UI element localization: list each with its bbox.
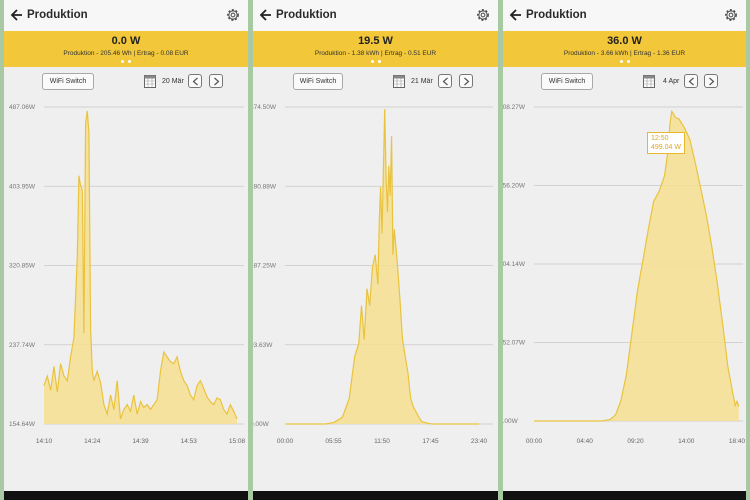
x-tick-label: 04:40 — [577, 438, 594, 445]
tooltip-time: 12:50 — [651, 135, 669, 142]
chevron-left-icon — [442, 77, 448, 86]
x-tick-label: 14:10 — [36, 438, 53, 445]
wifi-switch-button[interactable]: WiFi Switch — [42, 73, 94, 90]
x-tick-label: 14:53 — [181, 438, 198, 445]
calendar-icon[interactable] — [393, 74, 405, 88]
summary-band: 0.0 W Produktion - 205.46 Wh | Ertrag - … — [4, 31, 248, 67]
x-tick-label: 23:40 — [471, 438, 488, 445]
x-tick-label: 14:24 — [84, 438, 101, 445]
wifi-switch-button[interactable]: WiFi Switch — [293, 73, 343, 90]
previous-day-button[interactable] — [188, 74, 202, 88]
system-nav-bar — [253, 491, 498, 500]
y-tick-label: 0.00W — [253, 421, 270, 428]
screen-day-2: Produktion 19.5 W Produktion - 1.38 kWh … — [253, 0, 498, 500]
y-tick-label: 403.95W — [9, 183, 36, 190]
y-tick-label: 93.63W — [253, 342, 273, 349]
x-tick-label: 00:00 — [277, 438, 294, 445]
y-tick-label: 320.85W — [9, 263, 36, 270]
page-indicator — [253, 60, 498, 64]
x-tick-label: 09:20 — [627, 438, 644, 445]
gear-icon[interactable] — [722, 6, 740, 24]
page-title: Produktion — [526, 9, 587, 21]
power-chart: 487.06W 403.95W 320.85W 237.74W 154.64W 14:10… — [9, 104, 246, 445]
summary-band: 19.5 W Produktion - 1.38 kWh | Ertrag - … — [253, 31, 498, 67]
page-title: Produktion — [27, 9, 88, 21]
date-label: 4 Apr — [663, 78, 680, 85]
previous-day-button[interactable] — [438, 74, 452, 88]
x-tick-label: 11:50 — [374, 438, 390, 445]
wifi-switch-button[interactable]: WiFi Switch — [541, 73, 593, 90]
y-tick-label: 187.25W — [253, 263, 277, 270]
production-summary: Produktion - 205.46 Wh | Ertrag - 0.08 E… — [63, 50, 189, 57]
series-area — [285, 109, 479, 424]
series-line — [43, 110, 238, 420]
y-tick-label: 0.00W — [503, 418, 519, 425]
back-arrow-icon[interactable] — [10, 7, 24, 23]
previous-day-button[interactable] — [684, 74, 698, 88]
x-tick-label: 00:00 — [526, 438, 543, 445]
y-tick-label: 374.50W — [253, 104, 277, 111]
page-title: Produktion — [276, 9, 337, 21]
calendar-icon[interactable] — [643, 74, 655, 88]
current-power: 36.0 W — [607, 35, 642, 47]
current-power: 0.0 W — [111, 35, 141, 47]
y-tick-label: 456.20W — [503, 183, 526, 190]
y-tick-label: 280.88W — [253, 183, 277, 190]
next-day-button[interactable] — [459, 74, 473, 88]
app-bar: Produktion — [4, 0, 248, 31]
chevron-right-icon — [709, 77, 715, 86]
power-chart: 374.50W 280.88W 187.25W 93.63W 0.00W 00:00 05:… — [253, 104, 493, 445]
gear-icon[interactable] — [474, 6, 492, 24]
chevron-right-icon — [464, 77, 470, 86]
chevron-left-icon — [192, 77, 198, 86]
current-power: 19.5 W — [358, 35, 393, 47]
summary-band: 36.0 W Produktion - 3.66 kWh | Ertrag - … — [503, 31, 746, 67]
system-nav-bar — [4, 491, 248, 500]
x-tick-label: 14:00 — [678, 438, 695, 445]
y-tick-label: 304.14W — [503, 261, 526, 268]
y-tick-label: 152.07W — [503, 340, 526, 347]
screen-day-3: Produktion 36.0 W Produktion - 3.66 kWh … — [503, 0, 746, 500]
gear-icon[interactable] — [224, 6, 242, 24]
x-tick-label: 15:08 — [229, 438, 246, 445]
x-tick-label: 17:45 — [422, 438, 439, 445]
page-indicator — [4, 60, 248, 64]
x-tick-label: 18:40 — [729, 438, 746, 445]
back-arrow-icon[interactable] — [259, 7, 273, 23]
y-tick-label: 237.74W — [9, 342, 36, 349]
power-chart: 608.27W 456.20W 304.14W 152.07W 0.00W 00:00 04… — [503, 104, 746, 445]
date-label: 20 Mär — [162, 78, 184, 85]
system-nav-bar — [503, 491, 746, 500]
back-arrow-icon[interactable] — [509, 7, 523, 23]
chart-tooltip: 12:50 499.04 W — [647, 132, 685, 154]
x-tick-label: 05:55 — [325, 438, 342, 445]
series-line — [285, 109, 479, 425]
chevron-left-icon — [688, 77, 694, 86]
chevron-right-icon — [214, 77, 220, 86]
x-tick-label: 14:39 — [132, 438, 149, 445]
production-summary: Produktion - 1.38 kWh | Ertrag - 0.51 EU… — [314, 50, 437, 57]
y-tick-label: 608.27W — [503, 104, 526, 111]
production-summary: Produktion - 3.66 kWh | Ertrag - 1.36 EU… — [563, 50, 686, 57]
y-tick-label: 154.64W — [9, 421, 36, 428]
series-line — [534, 109, 740, 422]
date-label: 21 Mär — [411, 78, 433, 85]
series-area — [44, 110, 237, 425]
next-day-button[interactable] — [209, 74, 223, 88]
app-bar: Produktion — [253, 0, 498, 31]
screen-day-1: Produktion 0.0 W Produktion - 205.46 Wh … — [4, 0, 248, 500]
y-tick-label: 487.06W — [9, 104, 36, 111]
tooltip-value: 499.04 W — [651, 144, 681, 151]
series-area — [534, 111, 739, 422]
app-bar: Produktion — [503, 0, 746, 31]
next-day-button[interactable] — [704, 74, 718, 88]
calendar-icon[interactable] — [144, 74, 156, 88]
page-indicator — [503, 60, 746, 64]
